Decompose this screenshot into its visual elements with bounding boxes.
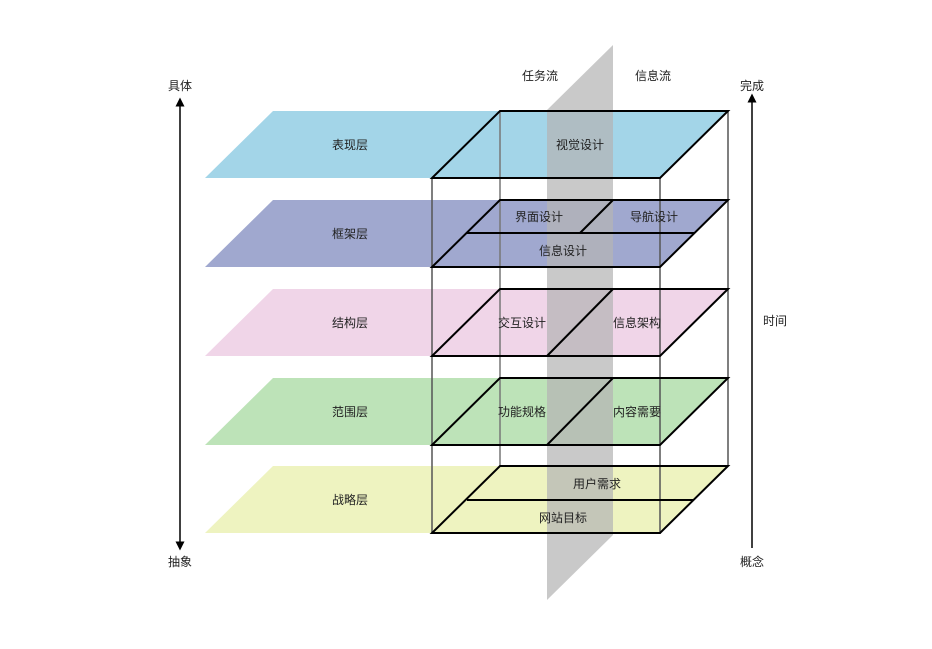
plane-split-line — [579, 199, 614, 234]
layer-band — [205, 289, 500, 356]
axis-left-bottom: 抽象 — [168, 555, 192, 569]
layer-plane-outline — [429, 110, 731, 179]
layer-item: 交互设计 — [498, 315, 546, 330]
layer-item: 界面设计 — [515, 210, 563, 224]
layer-plane-outline — [429, 288, 731, 357]
layer-plane-outline — [429, 465, 731, 534]
layer-item: 用户需求 — [573, 476, 621, 491]
layer-item: 内容需要 — [613, 404, 661, 419]
layer-item: 信息架构 — [613, 315, 661, 330]
layer-item: 信息设计 — [539, 243, 587, 258]
layer-name: 表现层 — [332, 138, 368, 152]
layer-name: 战略层 — [332, 492, 368, 507]
layer-item: 导航设计 — [630, 209, 678, 224]
layer-plane-outline — [429, 199, 731, 268]
layer-plane-outline — [429, 377, 731, 446]
layer-band — [205, 111, 500, 178]
axis-right-top: 完成 — [740, 78, 764, 93]
layer-band — [205, 200, 500, 267]
layer-item: 网站目标 — [539, 511, 587, 525]
task-flow-label: 任务流 — [522, 68, 558, 83]
axis-right-bottom: 概念 — [740, 554, 764, 569]
layer-name: 框架层 — [332, 227, 368, 241]
layer-band — [205, 466, 500, 533]
axis-right-middle: 时间 — [763, 314, 787, 328]
plane-split-line — [546, 288, 614, 357]
plane-split-line — [546, 377, 614, 446]
layer-item: 功能规格 — [498, 404, 546, 419]
info-flow-label: 信息流 — [635, 68, 671, 83]
layer-item: 视觉设计 — [556, 137, 604, 152]
layer-name: 范围层 — [332, 405, 368, 419]
axis-left-top: 具体 — [168, 79, 192, 93]
layer-band — [205, 378, 500, 445]
layer-name: 结构层 — [332, 315, 368, 330]
